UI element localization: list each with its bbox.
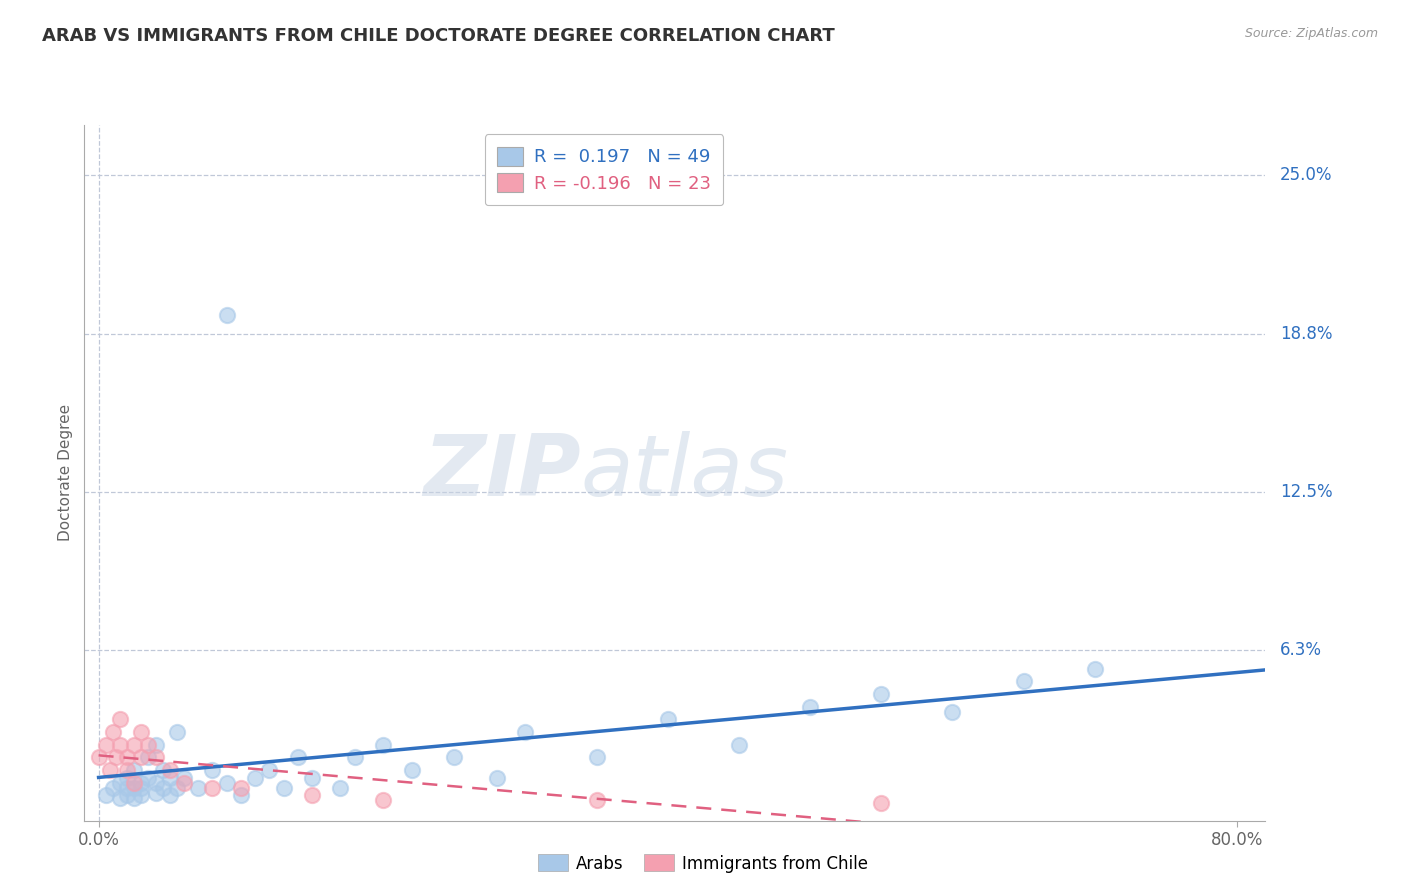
Point <box>201 780 224 795</box>
Point <box>129 775 152 789</box>
Point <box>273 780 295 795</box>
Point <box>138 750 160 764</box>
Text: 6.3%: 6.3% <box>1279 640 1322 659</box>
Point <box>108 738 131 752</box>
Point <box>122 790 145 805</box>
Point <box>152 780 174 795</box>
Legend: Arabs, Immigrants from Chile: Arabs, Immigrants from Chile <box>531 847 875 880</box>
Point <box>129 789 152 803</box>
Point <box>173 775 195 789</box>
Text: atlas: atlas <box>581 431 789 515</box>
Point <box>129 725 152 739</box>
Point <box>870 796 893 810</box>
Point <box>108 790 131 805</box>
Point <box>94 789 117 803</box>
Text: 25.0%: 25.0% <box>1279 167 1331 185</box>
Point <box>138 771 160 785</box>
Point <box>145 750 167 764</box>
Point <box>259 763 281 777</box>
Point <box>115 771 138 785</box>
Point <box>187 780 209 795</box>
Point <box>108 713 131 727</box>
Point <box>870 687 893 701</box>
Point <box>329 780 352 795</box>
Point <box>941 705 963 719</box>
Point <box>243 771 266 785</box>
Point <box>138 738 160 752</box>
Text: Source: ZipAtlas.com: Source: ZipAtlas.com <box>1244 27 1378 40</box>
Point <box>159 789 181 803</box>
Point <box>101 725 124 739</box>
Point <box>173 771 195 785</box>
Point <box>201 763 224 777</box>
Point <box>159 771 181 785</box>
Point <box>166 725 188 739</box>
Point <box>1012 674 1035 689</box>
Point <box>152 763 174 777</box>
Point <box>122 763 145 777</box>
Point <box>343 750 366 764</box>
Point <box>122 738 145 752</box>
Point <box>129 750 152 764</box>
Point <box>728 738 751 752</box>
Point <box>145 775 167 789</box>
Point <box>122 780 145 795</box>
Point <box>1084 662 1107 676</box>
Point <box>122 775 145 789</box>
Text: ZIP: ZIP <box>423 431 581 515</box>
Point <box>145 738 167 752</box>
Text: ARAB VS IMMIGRANTS FROM CHILE DOCTORATE DEGREE CORRELATION CHART: ARAB VS IMMIGRANTS FROM CHILE DOCTORATE … <box>42 27 835 45</box>
Point <box>585 750 607 764</box>
Text: 12.5%: 12.5% <box>1279 483 1333 500</box>
Point <box>94 738 117 752</box>
Point <box>215 775 238 789</box>
Point <box>373 793 395 807</box>
Point <box>115 780 138 795</box>
Point <box>159 763 181 777</box>
Point <box>108 775 131 789</box>
Point <box>145 786 167 800</box>
Point <box>229 789 252 803</box>
Point <box>215 308 238 322</box>
Point <box>799 699 821 714</box>
Point <box>401 763 423 777</box>
Point <box>443 750 465 764</box>
Point <box>115 789 138 803</box>
Point <box>115 763 138 777</box>
Point <box>373 738 395 752</box>
Point <box>485 771 508 785</box>
Point <box>104 750 127 764</box>
Point <box>87 750 110 764</box>
Text: 18.8%: 18.8% <box>1279 325 1331 343</box>
Point <box>129 780 152 795</box>
Point <box>115 750 138 764</box>
Point <box>301 771 323 785</box>
Point <box>287 750 309 764</box>
Point <box>515 725 537 739</box>
Point <box>657 713 679 727</box>
Point <box>585 793 607 807</box>
Point <box>166 780 188 795</box>
Point <box>101 780 124 795</box>
Y-axis label: Doctorate Degree: Doctorate Degree <box>58 404 73 541</box>
Point <box>301 789 323 803</box>
Point <box>229 780 252 795</box>
Point <box>98 763 121 777</box>
Legend: R =  0.197   N = 49, R = -0.196   N = 23: R = 0.197 N = 49, R = -0.196 N = 23 <box>485 134 723 205</box>
